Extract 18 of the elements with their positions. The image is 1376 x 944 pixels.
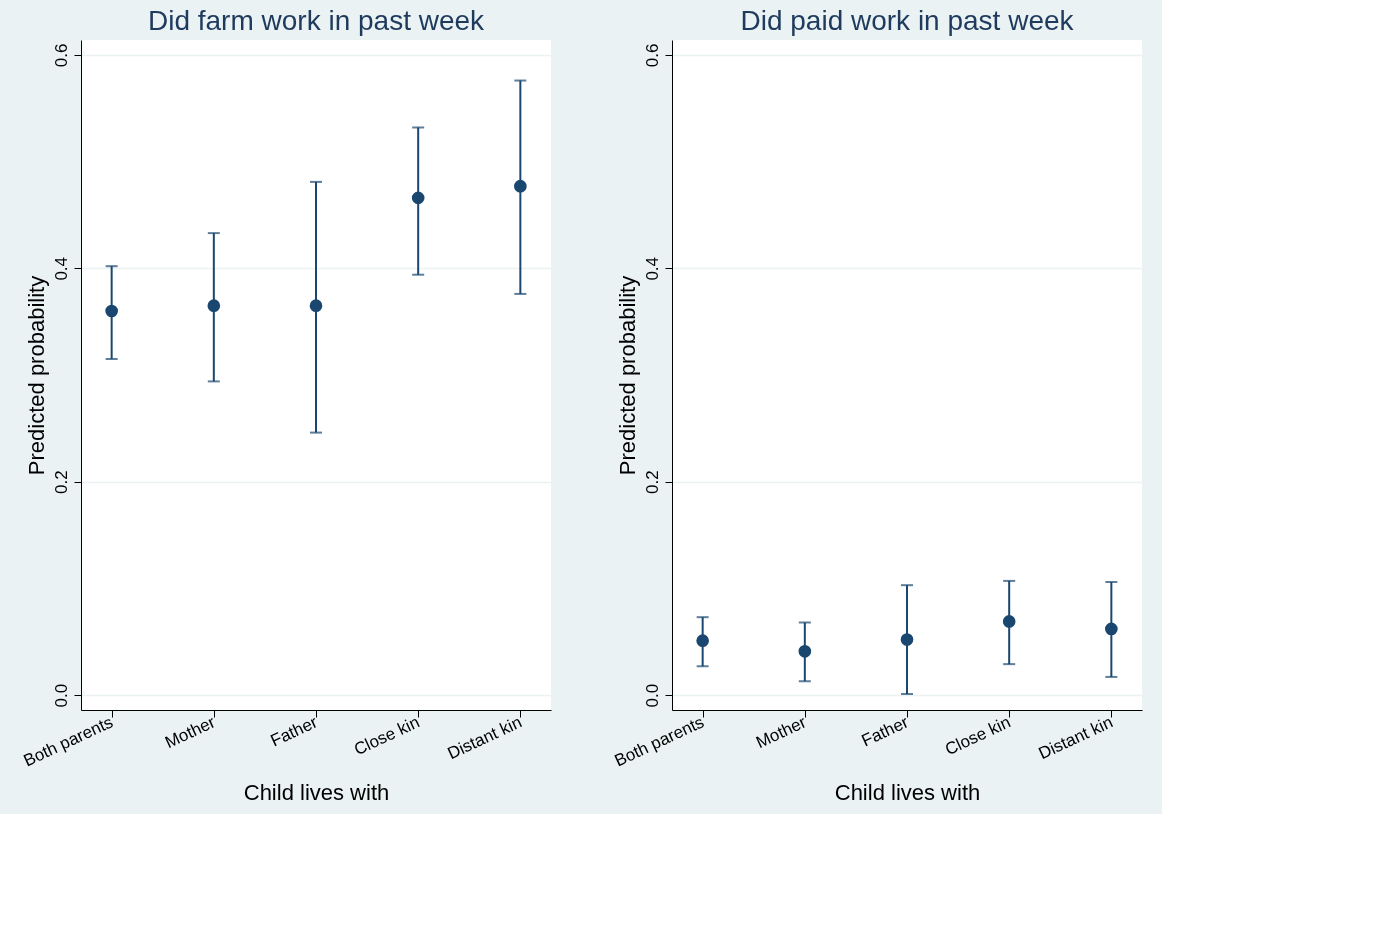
y-tick-label: 0.4 — [642, 256, 662, 281]
y-tick-label: 0.0 — [642, 683, 662, 708]
chart-title: Did paid work in past week — [740, 5, 1075, 36]
y-axis-title: Predicted probability — [614, 275, 640, 476]
y-tick-label: 0.4 — [51, 256, 71, 281]
y-tick-label: 0.6 — [51, 43, 71, 68]
x-tick-label: Father — [858, 712, 912, 751]
y-tick-label: 0.2 — [51, 470, 71, 495]
y-tick-label: 0.0 — [51, 683, 71, 708]
x-tick-label: Father — [267, 712, 321, 751]
x-axis-title: Child lives with — [243, 780, 390, 806]
chart-title: Did farm work in past week — [147, 5, 486, 36]
x-axis-title: Child lives with — [834, 780, 981, 806]
x-tick-label: Close kin — [351, 712, 423, 760]
x-tick-label: Close kin — [942, 712, 1014, 760]
y-tick-label: 0.6 — [642, 43, 662, 68]
y-tick-label: 0.2 — [642, 470, 662, 495]
y-axis-title: Predicted probability — [23, 275, 49, 476]
